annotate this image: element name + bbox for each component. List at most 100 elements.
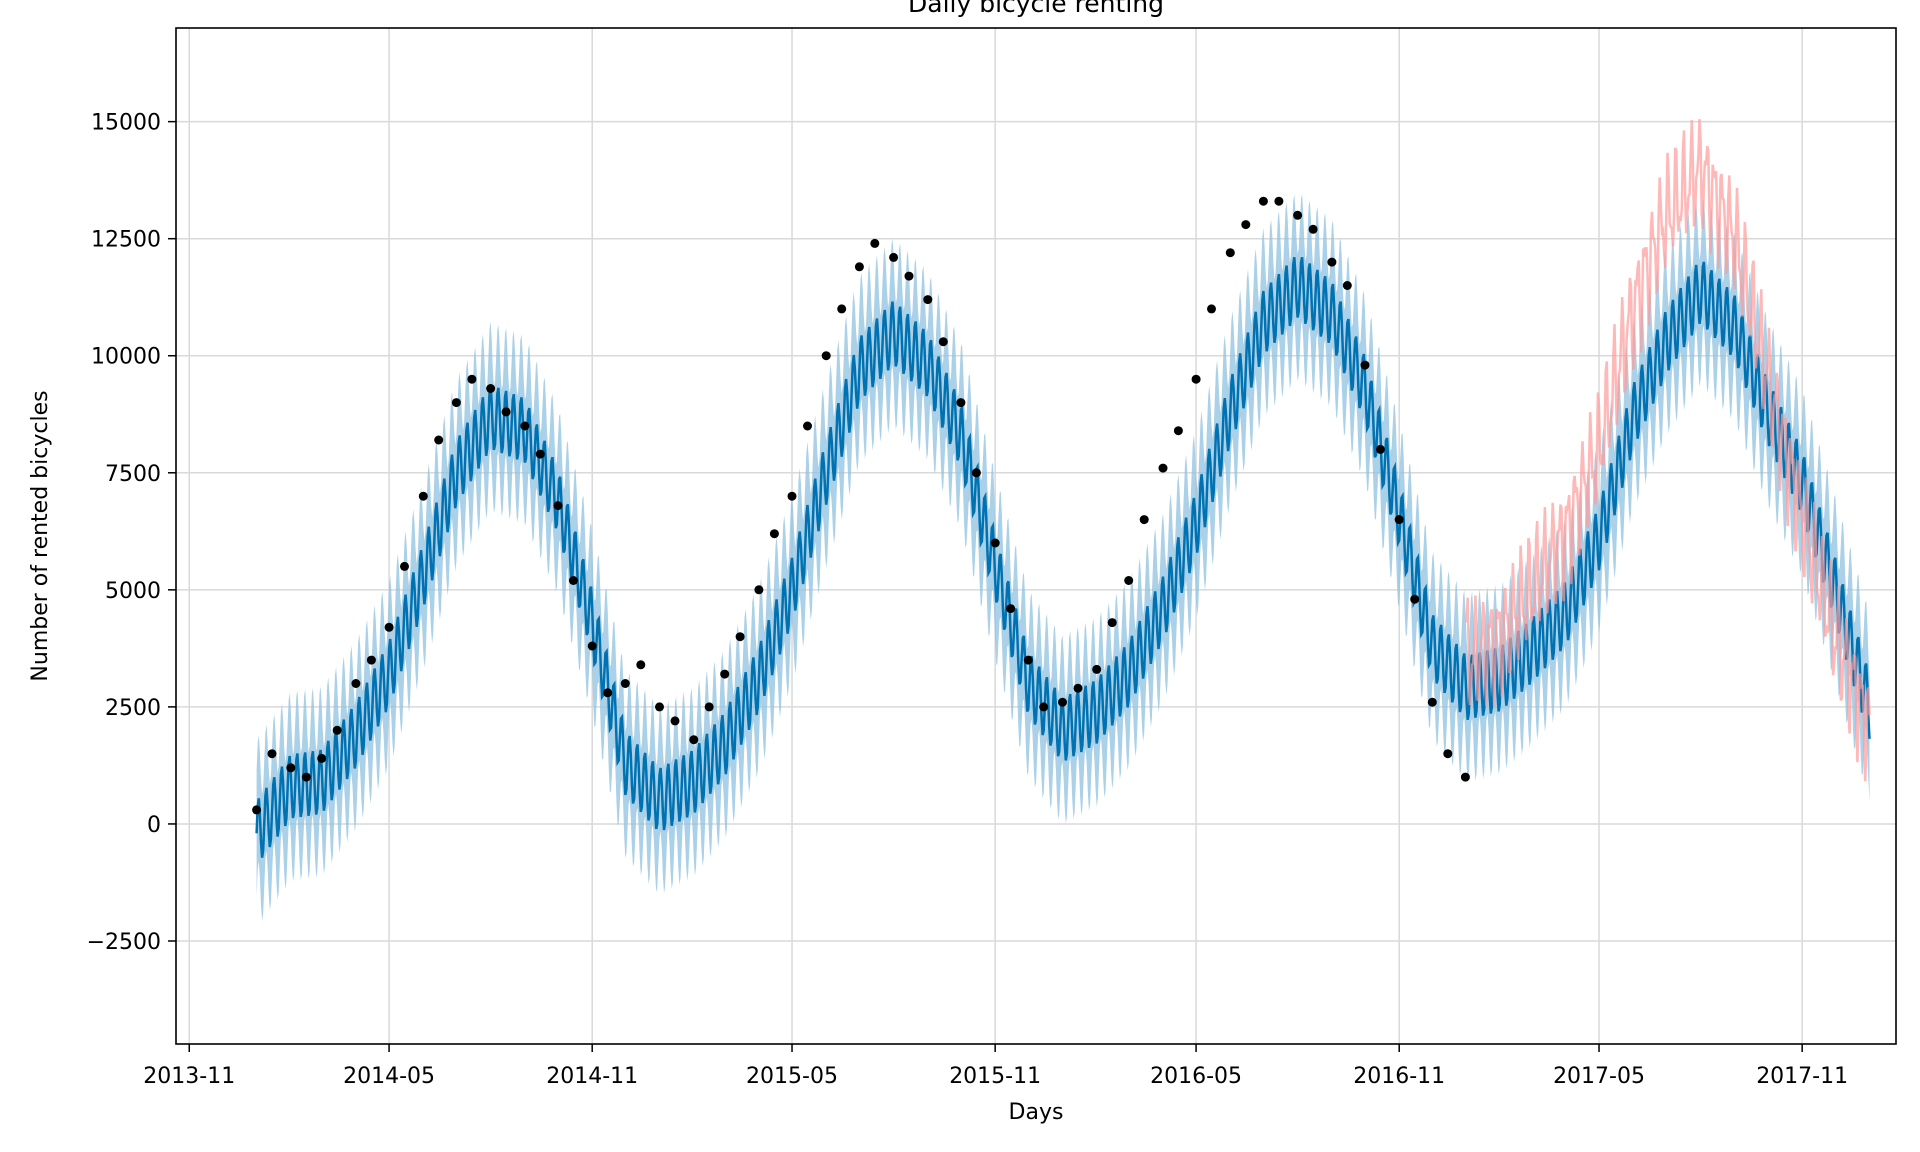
- x-tick-label: 2015-11: [949, 1064, 1041, 1089]
- y-tick-label: 5000: [105, 579, 161, 604]
- y-tick-label: 10000: [91, 345, 161, 370]
- observed-point: [854, 262, 864, 272]
- forecast-series-line: [255, 256, 1871, 858]
- actual-values-line: [1465, 119, 1871, 782]
- y-tick-label: 15000: [91, 111, 161, 136]
- observed-point: [1073, 683, 1083, 693]
- observed-point: [1092, 664, 1102, 674]
- actual-series-line: [1465, 119, 1871, 782]
- observed-point: [1293, 210, 1303, 220]
- observed-point: [1342, 281, 1352, 290]
- observed-point: [1360, 360, 1370, 370]
- observed-point: [1443, 749, 1453, 759]
- observed-point: [971, 468, 981, 478]
- observed-point: [636, 660, 646, 670]
- observed-point: [956, 398, 966, 408]
- x-axis: 2013-11 2014-05 2014-11 2015-05 2015-11 2016-…: [143, 1044, 1848, 1089]
- y-tick-label: −2500: [87, 930, 161, 955]
- observed-point: [587, 641, 597, 651]
- observed-point: [769, 529, 779, 539]
- observed-point: [837, 304, 847, 314]
- y-tick-label: 2500: [105, 696, 161, 721]
- observed-point: [1427, 697, 1437, 707]
- observed-point: [689, 735, 699, 745]
- observed-point: [655, 702, 664, 712]
- observed-point: [1274, 196, 1284, 206]
- observed-points: [252, 196, 1470, 815]
- observed-point: [301, 772, 311, 782]
- x-tick-label: 2015-05: [746, 1064, 838, 1089]
- observed-point: [1107, 618, 1117, 628]
- x-tick-label: 2016-05: [1150, 1064, 1242, 1089]
- observed-point: [670, 716, 680, 726]
- observed-point: [1241, 220, 1251, 230]
- plot-area-frame: [175, 27, 1897, 1045]
- y-axis: −2500 0 2500 5000 7500 10000 12500 15000: [87, 111, 176, 955]
- observed-point: [1207, 304, 1216, 314]
- observed-point: [1124, 576, 1134, 585]
- observed-point: [553, 501, 563, 511]
- observed-point: [332, 725, 342, 735]
- observed-point: [787, 491, 797, 501]
- interval-band: [256, 194, 1870, 921]
- observed-point: [286, 763, 296, 773]
- uncertainty-interval: [256, 194, 1870, 921]
- observed-point: [434, 435, 444, 445]
- observed-point: [1308, 224, 1318, 234]
- observed-point: [1058, 697, 1067, 707]
- forecast-line: [255, 256, 1871, 858]
- observed-point: [467, 374, 477, 384]
- observed-point: [1258, 196, 1268, 206]
- observed-point: [252, 805, 262, 815]
- observed-point: [1460, 772, 1470, 782]
- observed-point: [1327, 257, 1337, 267]
- observed-point: [889, 252, 899, 262]
- observed-point: [904, 271, 914, 281]
- observed-point: [317, 753, 327, 763]
- observed-point: [1410, 594, 1420, 604]
- observed-point: [400, 561, 409, 571]
- observed-point: [1023, 655, 1033, 665]
- observed-point: [704, 702, 714, 712]
- observed-point: [520, 421, 530, 431]
- observed-point: [267, 749, 277, 759]
- y-tick-label: 12500: [91, 228, 161, 253]
- observed-point: [1139, 515, 1149, 525]
- observed-point: [923, 295, 933, 305]
- y-axis-label: Number of rented bicycles: [28, 390, 53, 681]
- observed-point: [754, 585, 764, 595]
- observed-point: [620, 679, 630, 688]
- observed-point: [870, 238, 880, 248]
- observed-point: [366, 655, 376, 665]
- observed-point: [1173, 426, 1183, 436]
- observed-point: [1394, 515, 1404, 525]
- observed-point: [1158, 463, 1168, 473]
- observed-point: [1375, 444, 1385, 454]
- observed-point: [501, 407, 511, 417]
- x-tick-label: 2014-11: [546, 1064, 638, 1089]
- observed-point: [384, 622, 394, 632]
- observed-point: [803, 421, 812, 431]
- observed-point: [486, 384, 496, 393]
- x-tick-label: 2017-05: [1553, 1064, 1645, 1089]
- y-tick-label: 0: [147, 813, 161, 838]
- x-tick-label: 2016-11: [1353, 1064, 1445, 1089]
- observed-point: [720, 669, 730, 679]
- observed-point: [603, 688, 613, 698]
- observed-point: [1039, 702, 1049, 712]
- y-tick-label: 7500: [105, 462, 161, 487]
- observed-point: [1225, 248, 1235, 258]
- observed-point: [535, 449, 545, 459]
- x-tick-label: 2014-05: [343, 1064, 435, 1089]
- observed-point: [451, 398, 461, 408]
- observed-point: [418, 491, 428, 501]
- observed-point: [938, 337, 948, 347]
- x-axis-label: Days: [1009, 1100, 1064, 1125]
- observed-point: [821, 351, 831, 361]
- observed-point: [735, 632, 745, 642]
- x-tick-label: 2017-11: [1756, 1064, 1848, 1089]
- chart-title: Daily bicycle renting: [908, 0, 1164, 18]
- observed-point: [568, 576, 578, 585]
- observed-point: [1006, 604, 1016, 614]
